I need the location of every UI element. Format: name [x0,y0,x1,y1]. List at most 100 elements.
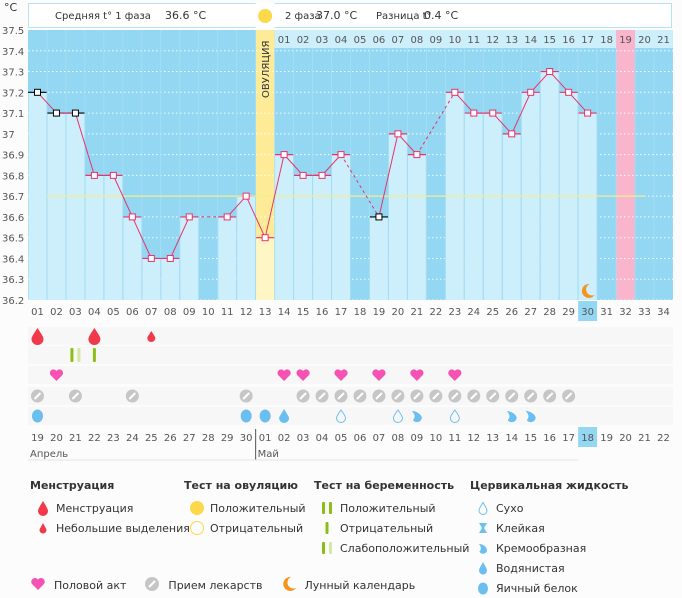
pill-stripe [564,392,573,400]
post-ovulation-day-label: 21 [657,35,670,46]
temperature-point [52,109,60,117]
current-day-highlight [578,301,598,321]
calendar-date-label: 14 [505,433,518,444]
egg-white-icon [259,409,271,423]
sticky-icon [470,521,496,535]
legend-label: Отрицательный [340,521,434,535]
legend-title: Тест на овуляцию [184,479,298,492]
cycle-day-label: 26 [505,307,518,318]
temperature-point [109,171,117,179]
pill-stripe [128,392,137,400]
cycle-day-label: 21 [411,307,424,318]
calendar-date-label: 05 [335,433,348,444]
y-tick-label: 36.4 [2,254,24,265]
post-ovulation-day-label: 16 [562,35,575,46]
temperature-point [33,88,41,96]
pill-stripe [394,392,402,400]
cycle-day-label: 09 [183,307,196,318]
temperature-bar [313,175,332,300]
temperature-bar [104,175,123,300]
temperature-line-segment [112,175,133,218]
temperature-bar [464,113,483,300]
pill-stripe [489,392,497,400]
temperature-point [527,88,535,96]
temperature-bar [218,216,237,300]
pregnancy-test-negative-icon [92,348,96,362]
temperature-line-segment [131,216,152,259]
calendar-date-label: 25 [145,433,158,444]
test-positive-icon [314,501,340,515]
post-ovulation-header [274,30,673,48]
y-tick-label: 36.8 [2,171,24,182]
cycle-day-label: 06 [126,307,139,318]
temperature-line-segment [74,112,95,176]
temperature-bar [540,71,559,301]
calendar-date-label: 21 [638,433,651,444]
temperature-line-segment [511,92,532,135]
calendar-date-label: 22 [657,433,670,444]
temperature-point [470,109,478,117]
pill-stripe [337,392,345,400]
temperature-point [508,130,516,138]
legend-title: Цервикальная жидкость [470,479,629,492]
calendar-date-label: 16 [543,433,556,444]
temperature-bar [578,113,597,300]
legend-cervical-fluid: Цервикальная жидкость Сухо Клейкая Кремо… [470,479,628,598]
cycle-day-label: 31 [600,307,613,318]
cycle-day-label: 30 [581,307,594,318]
post-ovulation-day-label: 04 [335,35,348,46]
creamy-icon [470,541,496,555]
legend-label: Положительный [210,501,306,515]
cycle-day-label: 27 [524,307,537,318]
temperature-line-segment [264,154,285,238]
marker-row-bg [28,346,673,364]
calendar-date-label: 18 [581,433,594,444]
test-negative-icon [314,521,340,535]
cycle-day-label: 11 [221,307,234,318]
calendar-date-label: 27 [183,433,196,444]
cycle-day-label: 12 [240,307,253,318]
pill-stripe [470,392,478,400]
expected-period-column [616,30,636,300]
post-ovulation-day-label: 03 [316,35,329,46]
calendar-date-label: 22 [88,433,101,444]
post-ovulation-day-label: 02 [297,35,310,46]
heart-icon [277,369,291,381]
calendar-date-label: 19 [600,433,613,444]
y-tick-label: 37.1 [2,109,24,120]
post-ovulation-day-label: 19 [619,35,632,46]
header-box [28,3,672,28]
temperature-point [166,254,174,262]
cycle-day-label: 17 [335,307,348,318]
post-ovulation-day-label: 11 [467,35,480,46]
legend-bottom: Половой акт Прием лекарств Лунный календ… [30,576,415,595]
temperature-point [280,151,288,159]
moon-icon [581,283,595,298]
sun-icon [258,9,273,23]
pill-stripe [33,392,42,400]
marker-row-bg [28,327,673,345]
calendar-date-label: 13 [486,433,499,444]
marker-row-bg [28,387,673,405]
temperature-point [147,254,155,262]
post-ovulation-day-label: 13 [505,35,518,46]
calendar-date-label: 01 [259,433,272,444]
temperature-bar [502,133,521,300]
menstruation-icon [88,328,101,345]
temperature-line-segment [416,92,456,155]
pill-stripe [71,392,80,400]
ovulation-column [255,30,275,300]
cycle-day-label: 04 [88,307,101,318]
cycle-day-label: 29 [562,307,575,318]
post-ovulation-day-label: 05 [354,35,367,46]
creamy-icon [411,411,422,423]
dry-icon [449,409,460,423]
cycle-day-label: 32 [619,307,632,318]
blood-drop-icon [30,500,56,516]
temperature-line-segment [169,216,190,259]
heart-icon [49,369,64,381]
cycle-day-label: 25 [486,307,499,318]
y-tick-label: 37.3 [2,68,24,79]
legend-label: Прием лекарств [168,579,263,592]
creamy-icon [525,411,536,423]
